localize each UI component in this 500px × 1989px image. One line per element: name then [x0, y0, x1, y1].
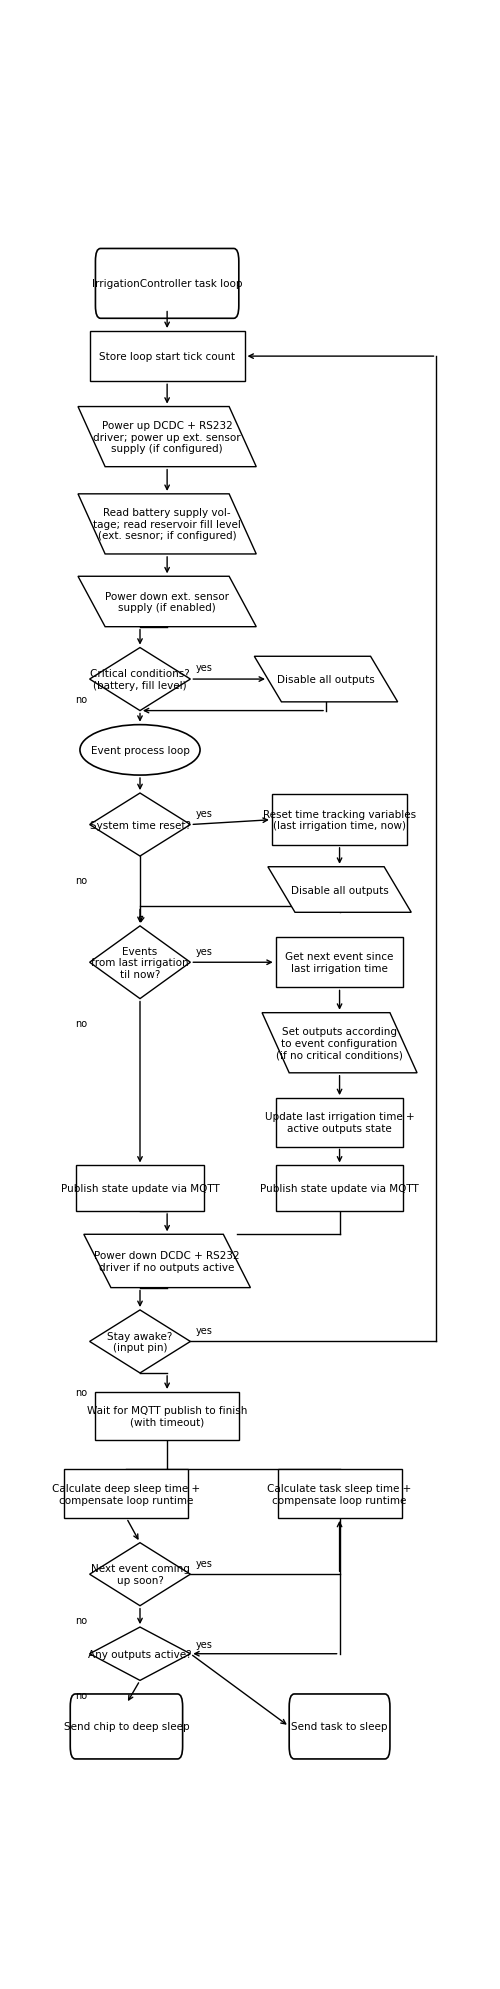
Text: Calculate deep sleep time +
compensate loop runtime: Calculate deep sleep time + compensate l…	[52, 1484, 201, 1506]
Polygon shape	[90, 794, 190, 857]
FancyBboxPatch shape	[70, 1695, 182, 1758]
Text: Critical conditions?
(battery, fill level): Critical conditions? (battery, fill leve…	[90, 668, 190, 690]
FancyBboxPatch shape	[96, 249, 239, 318]
Text: Calculate task sleep time +
compensate loop runtime: Calculate task sleep time + compensate l…	[268, 1484, 412, 1506]
Polygon shape	[78, 577, 256, 627]
Text: Read battery supply vol-
tage; read reservoir fill level
(ext. sesnor; if config: Read battery supply vol- tage; read rese…	[93, 507, 241, 541]
FancyBboxPatch shape	[76, 1166, 204, 1211]
Polygon shape	[90, 1543, 190, 1605]
Text: no: no	[76, 694, 88, 704]
FancyBboxPatch shape	[64, 1470, 188, 1518]
Text: no: no	[76, 1388, 88, 1398]
Polygon shape	[254, 656, 398, 702]
Text: Publish state update via MQTT: Publish state update via MQTT	[260, 1183, 419, 1193]
Text: Next event coming
up soon?: Next event coming up soon?	[90, 1563, 190, 1585]
FancyBboxPatch shape	[276, 1166, 404, 1211]
Polygon shape	[90, 927, 190, 998]
Text: System time reset?: System time reset?	[90, 819, 190, 829]
Text: Send chip to deep sleep: Send chip to deep sleep	[64, 1722, 189, 1732]
Text: Power down ext. sensor
supply (if enabled): Power down ext. sensor supply (if enable…	[105, 591, 229, 613]
Polygon shape	[262, 1012, 417, 1074]
Text: Power down DCDC + RS232
driver if no outputs active: Power down DCDC + RS232 driver if no out…	[94, 1251, 240, 1273]
Text: no: no	[76, 1018, 88, 1028]
Ellipse shape	[80, 726, 200, 776]
Text: Send task to sleep: Send task to sleep	[292, 1722, 388, 1732]
Text: no: no	[76, 875, 88, 885]
Polygon shape	[90, 648, 190, 712]
Polygon shape	[90, 1311, 190, 1372]
Text: yes: yes	[196, 947, 213, 957]
Polygon shape	[78, 495, 256, 555]
Text: Power up DCDC + RS232
driver; power up ext. sensor
supply (if configured): Power up DCDC + RS232 driver; power up e…	[94, 422, 241, 453]
Text: Any outputs active?: Any outputs active?	[88, 1649, 192, 1659]
Polygon shape	[268, 867, 411, 913]
FancyBboxPatch shape	[276, 1098, 404, 1148]
Text: yes: yes	[196, 1639, 213, 1649]
Text: no: no	[76, 1615, 88, 1625]
Text: Store loop start tick count: Store loop start tick count	[99, 352, 235, 362]
FancyBboxPatch shape	[90, 332, 244, 382]
FancyBboxPatch shape	[278, 1470, 402, 1518]
FancyBboxPatch shape	[96, 1392, 239, 1440]
Text: Stay awake?
(input pin): Stay awake? (input pin)	[108, 1331, 172, 1353]
FancyBboxPatch shape	[276, 937, 404, 989]
Polygon shape	[78, 408, 256, 467]
Polygon shape	[84, 1235, 250, 1289]
Text: yes: yes	[196, 1325, 213, 1335]
Text: Update last irrigation time +
active outputs state: Update last irrigation time + active out…	[265, 1112, 414, 1134]
Text: Disable all outputs: Disable all outputs	[290, 885, 388, 895]
Text: yes: yes	[196, 662, 213, 672]
Text: Publish state update via MQTT: Publish state update via MQTT	[60, 1183, 220, 1193]
Text: Set outputs according
to event configuration
(if no critical conditions): Set outputs according to event configura…	[276, 1026, 403, 1060]
Text: Events
from last irrigation
til now?: Events from last irrigation til now?	[91, 947, 189, 979]
FancyBboxPatch shape	[289, 1695, 390, 1758]
Text: yes: yes	[196, 1557, 213, 1567]
Text: Reset time tracking variables
(last irrigation time, now): Reset time tracking variables (last irri…	[263, 810, 416, 831]
Text: Event process loop: Event process loop	[90, 746, 190, 756]
Text: yes: yes	[196, 808, 213, 819]
Polygon shape	[90, 1627, 190, 1681]
Text: Disable all outputs: Disable all outputs	[277, 674, 375, 684]
Text: IrrigationController task loop: IrrigationController task loop	[92, 278, 242, 288]
Text: Get next event since
last irrigation time: Get next event since last irrigation tim…	[286, 953, 394, 973]
Text: no: no	[76, 1691, 88, 1701]
FancyBboxPatch shape	[272, 796, 407, 845]
Text: Wait for MQTT publish to finish
(with timeout): Wait for MQTT publish to finish (with ti…	[87, 1406, 248, 1428]
